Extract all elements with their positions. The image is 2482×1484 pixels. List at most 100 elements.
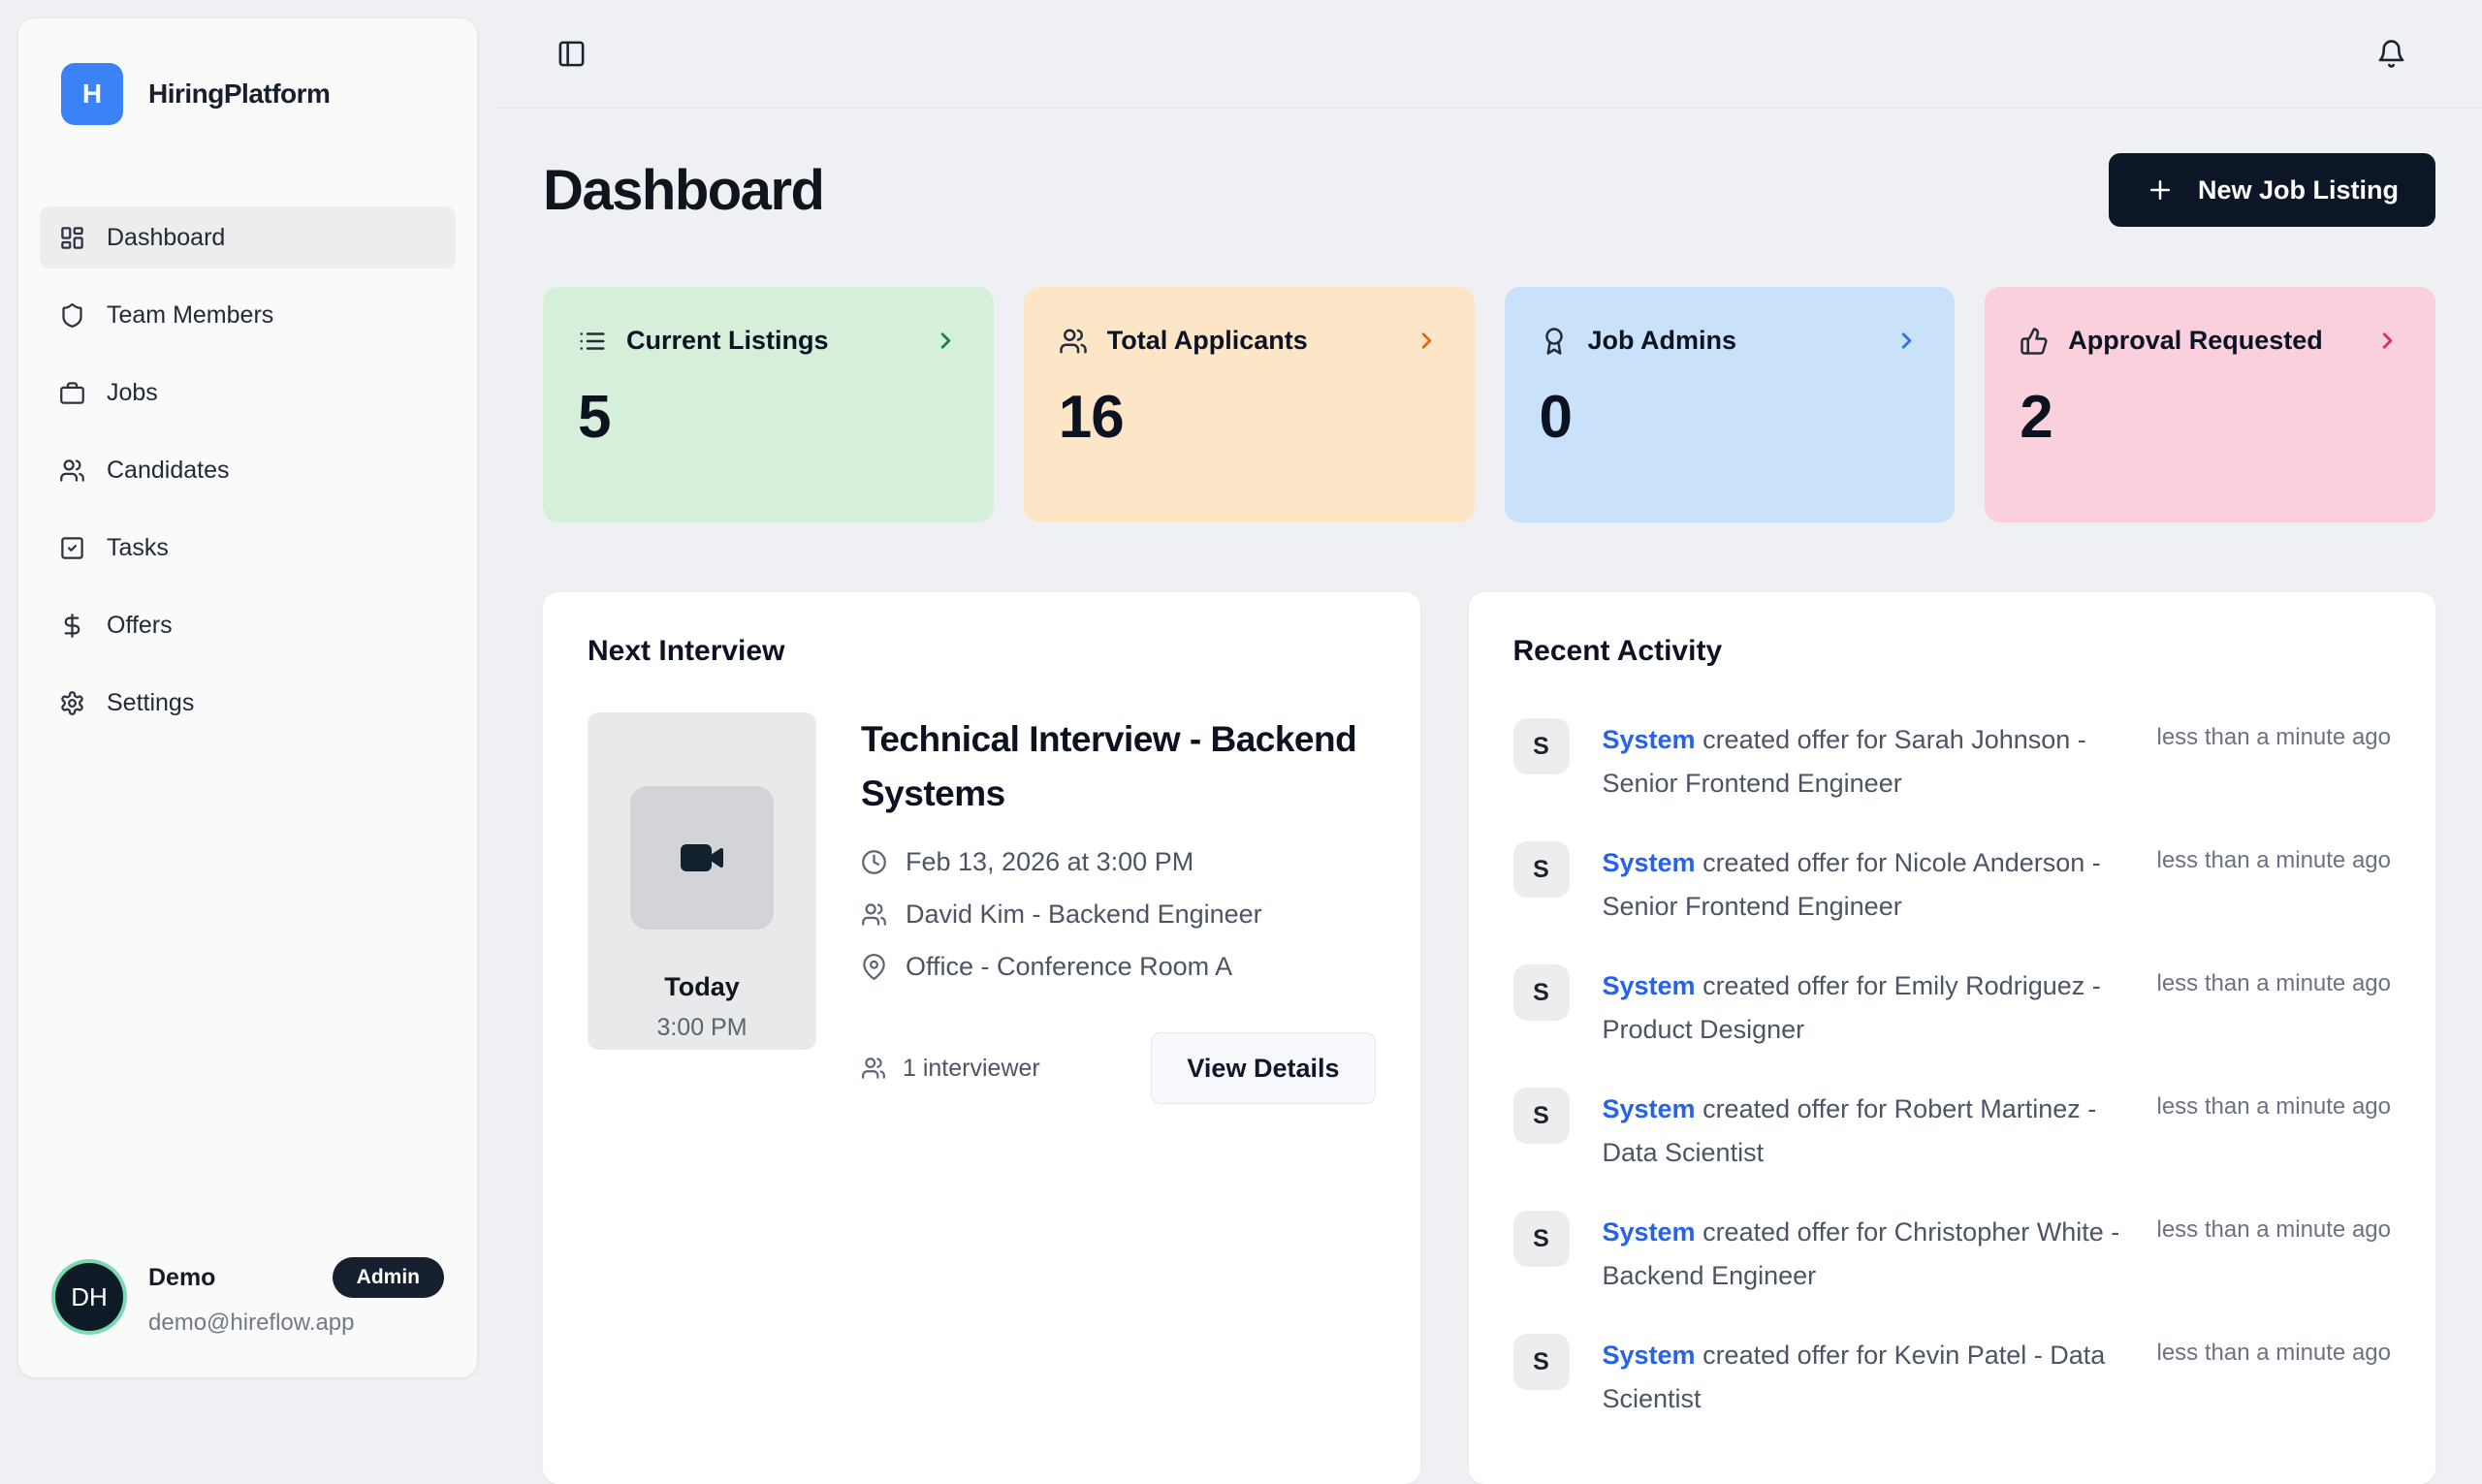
app-branding: H HiringPlatform <box>18 18 477 125</box>
stat-value: 0 <box>1539 384 1573 451</box>
activity-item: S System created offer for Nicole Anders… <box>1512 841 2392 928</box>
interview-time-tile: Today 3:00 PM <box>588 712 816 1050</box>
activity-actor[interactable]: System <box>1602 1341 1696 1371</box>
chevron-right-icon <box>1893 328 1920 354</box>
activity-timestamp: less than a minute ago <box>2156 847 2392 874</box>
stat-card-approval-requested[interactable]: Approval Requested 2 <box>1985 287 2435 522</box>
sidebar-item-label: Dashboard <box>107 223 226 251</box>
interview-title: Technical Interview - Backend Systems <box>861 719 1357 813</box>
interview-location: Office - Conference Room A <box>906 952 1233 981</box>
stat-cards: Current Listings 5 Total Applicants 16 J… <box>543 287 2435 522</box>
gear-icon <box>59 690 85 716</box>
video-camera-icon <box>679 835 725 881</box>
activity-text: System created offer for Nicole Anderson… <box>1602 848 2101 921</box>
activity-timestamp: less than a minute ago <box>2156 970 2392 997</box>
stat-label: Current Listings <box>626 326 829 355</box>
video-tile <box>630 786 774 930</box>
activity-item: S System created offer for Kevin Patel -… <box>1512 1334 2391 1420</box>
interview-candidate-row: David Kim - Backend Engineer <box>861 900 1376 930</box>
activity-actor[interactable]: System <box>1602 971 1696 1001</box>
award-icon <box>1540 327 1569 356</box>
users-icon <box>1059 327 1088 356</box>
activity-text: System created offer for Robert Martinez… <box>1602 1094 2097 1167</box>
stat-label: Approval Requested <box>2068 326 2323 355</box>
app-logo-letter: H <box>81 79 103 109</box>
next-interview-card: Next Interview Today 3:00 PM Technical I… <box>543 592 1420 1484</box>
stat-label: Job Admins <box>1587 326 1737 355</box>
sidebar-item-label: Jobs <box>107 378 158 406</box>
chevron-right-icon <box>933 328 959 354</box>
thumbs-up-icon <box>2020 327 2049 356</box>
sidebar-item-offers[interactable]: Offers <box>40 594 456 656</box>
activity-avatar: S <box>1512 964 1570 1022</box>
new-job-listing-label: New Job Listing <box>2197 174 2399 205</box>
activity-actor[interactable]: System <box>1602 1094 1696 1124</box>
activity-text: System created offer for Christopher Whi… <box>1602 1217 2120 1290</box>
stat-value: 2 <box>2020 384 2052 451</box>
activity-item: S System created offer for Sarah Johnson… <box>1512 718 2391 805</box>
notifications-button[interactable] <box>2376 39 2406 69</box>
interview-location-row: Office - Conference Room A <box>861 952 1376 982</box>
user-menu[interactable]: DH Demo Admin demo@hireflow.app <box>18 1228 477 1377</box>
role-badge: Admin <box>332 1257 444 1298</box>
activity-text: System created offer for Emily Rodriguez… <box>1602 971 2101 1044</box>
stat-card-job-admins[interactable]: Job Admins 0 <box>1504 287 1956 522</box>
activity-list: S System created offer for Sarah Johnson… <box>1512 718 2392 1421</box>
dollar-icon <box>59 613 85 639</box>
dashboard-content: Dashboard New Job Listing Current Listin… <box>496 109 2482 1484</box>
activity-avatar: S <box>1512 1334 1570 1391</box>
user-info: Demo Admin demo@hireflow.app <box>148 1257 444 1337</box>
sidebar-item-label: Settings <box>107 688 195 716</box>
avatar: DH <box>55 1263 123 1331</box>
page-title: Dashboard <box>543 158 825 222</box>
map-pin-icon <box>861 954 887 980</box>
sidebar-item-dashboard[interactable]: Dashboard <box>40 206 456 268</box>
view-details-button[interactable]: View Details <box>1151 1032 1376 1104</box>
check-square-icon <box>59 535 85 561</box>
users-icon <box>59 458 85 484</box>
interview-datetime: Feb 13, 2026 at 3:00 PM <box>906 847 1194 876</box>
stat-card-current-listings[interactable]: Current Listings 5 <box>543 287 994 522</box>
panel-left-icon <box>557 39 587 69</box>
chevron-right-icon <box>1414 328 1440 354</box>
recent-activity-title: Recent Activity <box>1512 635 1723 667</box>
sidebar-item-jobs[interactable]: Jobs <box>40 362 456 424</box>
activity-text: System created offer for Kevin Patel - D… <box>1602 1341 2106 1414</box>
sidebar-item-label: Team Members <box>107 300 274 329</box>
activity-item: S System created offer for Emily Rodrigu… <box>1512 964 2392 1051</box>
app-title: HiringPlatform <box>148 79 331 109</box>
sidebar: H HiringPlatform Dashboard Team Members … <box>17 17 478 1378</box>
sidebar-item-settings[interactable]: Settings <box>40 672 456 734</box>
activity-actor[interactable]: System <box>1602 848 1696 878</box>
next-interview-title: Next Interview <box>588 635 785 667</box>
avatar-initials: DH <box>71 1281 108 1311</box>
plus-icon <box>2146 175 2175 205</box>
sidebar-item-team-members[interactable]: Team Members <box>40 284 456 346</box>
activity-avatar: S <box>1512 718 1570 774</box>
stat-value: 5 <box>578 384 611 451</box>
sidebar-nav: Dashboard Team Members Jobs Candidates T… <box>18 206 477 734</box>
stat-card-total-applicants[interactable]: Total Applicants 16 <box>1023 287 1475 522</box>
briefcase-icon <box>59 380 85 406</box>
layout-dashboard-icon <box>59 225 85 251</box>
users-icon <box>861 901 887 928</box>
sidebar-toggle-button[interactable] <box>557 39 587 69</box>
stat-label: Total Applicants <box>1106 326 1308 355</box>
activity-actor[interactable]: System <box>1602 725 1696 754</box>
sidebar-item-tasks[interactable]: Tasks <box>40 517 456 579</box>
interview-day: Today <box>664 972 740 1001</box>
stat-value: 16 <box>1058 384 1125 451</box>
new-job-listing-button[interactable]: New Job Listing <box>2108 153 2435 227</box>
activity-item: S System created offer for Christopher W… <box>1512 1211 2391 1297</box>
users-icon <box>861 1056 886 1081</box>
activity-item: S System created offer for Robert Martin… <box>1512 1088 2391 1174</box>
recent-activity-card: Recent Activity S System created offer f… <box>1468 592 2435 1484</box>
interviewer-count: 1 interviewer <box>861 1055 1040 1083</box>
sidebar-item-label: Tasks <box>107 533 169 561</box>
activity-avatar: S <box>1512 841 1570 899</box>
shield-icon <box>59 302 85 329</box>
activity-actor[interactable]: System <box>1602 1217 1696 1247</box>
interview-datetime-row: Feb 13, 2026 at 3:00 PM <box>861 847 1376 877</box>
bell-icon <box>2376 39 2406 69</box>
sidebar-item-candidates[interactable]: Candidates <box>40 439 456 501</box>
